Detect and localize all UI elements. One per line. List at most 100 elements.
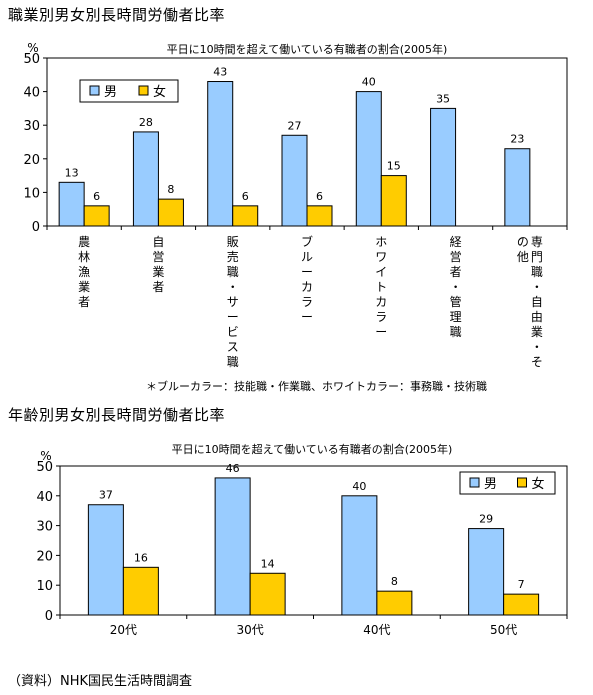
x-label-char: 農 [78,235,90,249]
plot-area [59,465,568,616]
y-axis-label: % [27,41,38,55]
y-tick-label: 0 [32,220,40,235]
x-category-label: 40代 [363,623,390,637]
bar-male [504,148,531,227]
x-label-char: 者 [152,280,164,294]
section-title-age: 年齢別男女別長時間労働者比率 [8,406,226,424]
data-label: 13 [65,166,79,179]
occupation-bar-chart: 平日に10時間を超えて働いている有職者の割合(2005年)% 0 10 20 30 40 5… [23,41,568,369]
x-label-char: 売 [227,249,239,264]
y-tick-label: 50 [36,460,53,475]
legend-swatch-male [469,477,480,488]
data-label: 40 [352,480,366,493]
x-label-char: ワ [375,250,387,264]
x-category-label: 30代 [236,623,263,637]
bar-male [355,91,382,227]
y-tick-label: 20 [23,153,40,168]
x-label-char: サ [227,295,239,309]
bar-female [376,590,413,616]
bar-female [122,566,159,616]
x-label-char: 他 [517,250,529,264]
bar-female [157,198,184,227]
bar-female [83,205,110,227]
data-label: 35 [436,92,450,105]
data-label: 28 [139,116,153,129]
section-title-occupation: 職業別男女別長時間労働者比率 [8,6,226,24]
source-note: （資料）NHK国民生活時間調査 [8,674,193,689]
data-label: 37 [99,489,113,502]
data-label: 7 [518,578,525,591]
x-label-char: ・ [531,280,543,294]
x-label-char: 業 [78,280,90,294]
bar-male [430,107,457,227]
data-label: 15 [387,160,401,173]
bar-female [380,175,407,227]
x-label-char: 管 [450,294,462,309]
x-label-char: 漁 [78,265,90,279]
x-label-char: ル [301,250,313,264]
y-tick-label: 0 [45,609,53,624]
data-label: 14 [261,557,275,570]
x-label-char: イ [375,265,387,279]
y-tick-label: 10 [36,579,53,594]
y-tick-label: 40 [23,86,40,101]
data-label: 23 [510,133,524,146]
chart-subtitle: 平日に10時間を超えて働いている有職者の割合(2005年) [172,442,453,456]
x-label-char: ホ [375,235,387,249]
x-label-char: 経 [450,235,462,249]
x-label-char: ラ [375,310,387,324]
legend-swatch-female [517,477,527,488]
x-label-char: 業 [531,325,543,339]
bar-female [503,593,540,616]
legend-label-female: 女 [153,84,166,100]
data-label: 46 [226,462,240,475]
data-label: 6 [93,190,100,203]
x-label-char: ・ [450,280,462,294]
legend-label-male: 男 [104,85,117,100]
x-label-char: ー [375,325,387,339]
x-label-char: ビ [227,325,239,339]
legend-label-male: 男 [484,477,497,492]
bar-male [207,81,234,227]
x-label-char: 門 [531,250,543,264]
data-label: 6 [316,190,323,203]
data-label: 29 [479,513,493,526]
x-label-char: 専 [531,235,543,249]
y-tick-label: 40 [36,490,53,505]
bar-male [281,134,308,227]
bar-female [306,205,333,227]
x-label-char: 業 [152,265,164,279]
y-tick-label: 50 [23,52,40,67]
legend-swatch-female [138,85,149,96]
x-label-char: ラ [301,295,313,309]
x-label-char: ブ [301,234,313,249]
legend-label-female: 女 [532,476,545,492]
x-label-char: 理 [450,310,462,324]
x-label-char: ー [227,310,239,324]
data-label: 27 [288,119,302,132]
bar-male [341,495,378,616]
x-label-char: 営 [450,250,462,264]
x-label-char: 自 [152,235,164,249]
x-label-char: ー [301,265,313,279]
x-label-char: 由 [531,310,543,324]
x-label-char: ー [301,310,313,324]
data-label: 43 [213,66,227,79]
x-label-char: 自 [531,295,543,309]
x-label-char: ・ [531,340,543,354]
y-tick-label: 30 [23,119,40,134]
bar-female [232,205,259,227]
bar-male [132,131,159,227]
x-label-char: ス [227,340,239,354]
bar-female [249,572,286,616]
x-label-char: カ [375,295,387,309]
x-category-label: 20代 [110,623,137,637]
data-label: 6 [242,190,249,203]
x-label-char: の [517,235,529,249]
y-axis-label: % [40,449,51,463]
x-category-label: 50代 [490,623,517,637]
bar-male [214,477,251,616]
x-label-char: 営 [152,250,164,264]
x-label-char: ト [375,280,387,294]
y-tick-label: 20 [36,549,53,564]
